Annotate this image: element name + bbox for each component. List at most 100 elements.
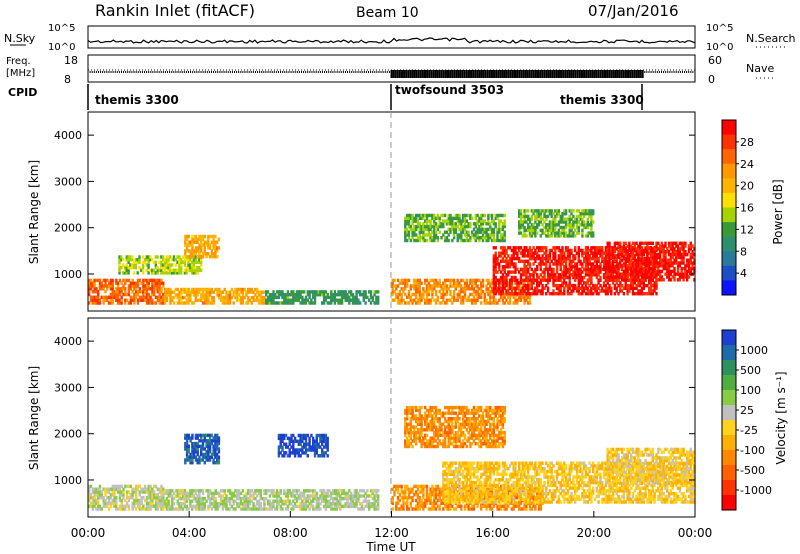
heatmap-cell <box>451 301 454 305</box>
heatmap-cell <box>485 301 488 305</box>
heatmap-cell <box>438 290 441 294</box>
heatmap-cell <box>147 501 150 505</box>
heatmap-cell <box>359 489 362 493</box>
heatmap-cell <box>247 298 250 302</box>
heatmap-cell <box>541 223 544 227</box>
heatmap-cell <box>561 270 564 274</box>
heatmap-cell <box>593 251 597 255</box>
heatmap-cell <box>422 287 425 291</box>
heatmap-cell <box>194 260 197 264</box>
heatmap-cell <box>154 295 158 299</box>
heatmap-cell <box>604 265 608 269</box>
heatmap-cell <box>362 489 365 493</box>
heatmap-cell <box>153 287 156 291</box>
heatmap-cell <box>136 271 139 275</box>
heatmap-cell <box>559 283 562 288</box>
heatmap-cell <box>615 241 618 245</box>
heatmap-cell <box>377 295 380 300</box>
heatmap-cell <box>456 236 459 240</box>
heatmap-cell <box>512 270 515 274</box>
heatmap-cell <box>279 504 282 509</box>
heatmap-cell <box>631 255 635 260</box>
heatmap-cell <box>548 228 552 232</box>
heatmap-cell <box>664 244 667 248</box>
heatmap-cell <box>330 290 333 294</box>
heatmap-cell <box>360 504 364 509</box>
heatmap-cell <box>440 224 443 229</box>
heatmap-cell <box>532 281 535 285</box>
heatmap-cell <box>313 293 317 297</box>
heatmap-cell <box>536 286 539 290</box>
heatmap-cell <box>416 222 420 226</box>
heatmap-cell <box>147 260 150 264</box>
heatmap-cell <box>162 490 165 494</box>
heatmap-cell <box>418 284 421 288</box>
heatmap-cell <box>648 251 651 255</box>
heatmap-cell <box>247 287 250 292</box>
heatmap-cell <box>485 298 488 302</box>
heatmap-cell <box>317 504 320 509</box>
heatmap-cell <box>158 498 161 503</box>
heatmap-cell <box>465 278 468 283</box>
heatmap-cell <box>469 222 472 226</box>
heatmap-cell <box>581 262 584 266</box>
heatmap-cell <box>184 252 187 256</box>
heatmap-cell <box>604 254 608 258</box>
heatmap-cell <box>628 264 631 268</box>
heatmap-cell <box>288 293 291 297</box>
heatmap-cell <box>646 272 649 276</box>
heatmap-cell <box>662 250 665 254</box>
heatmap-cell <box>212 252 215 256</box>
heatmap-cell <box>141 255 145 259</box>
heatmap-cell <box>241 287 244 292</box>
heatmap-cell <box>115 484 118 489</box>
heatmap-cell <box>310 494 313 498</box>
heatmap-cell <box>592 212 595 216</box>
heatmap-cell <box>221 295 225 300</box>
heatmap-cell <box>564 220 568 224</box>
heatmap-cell <box>187 496 190 501</box>
heatmap-cell <box>344 504 347 509</box>
heatmap-cell <box>232 507 235 511</box>
heatmap-cell <box>415 292 418 297</box>
nsky-label: N.Sky <box>4 32 36 45</box>
heatmap-cell <box>163 293 167 297</box>
heatmap-cell <box>651 247 654 251</box>
heatmap-cell <box>144 284 147 288</box>
heatmap-cell <box>339 293 342 297</box>
heatmap-cell <box>602 281 606 285</box>
heatmap-cell <box>180 263 183 267</box>
heatmap-cell <box>283 298 286 302</box>
heatmap-cell <box>633 286 636 290</box>
heatmap-cell <box>543 209 546 213</box>
heatmap-cell <box>555 234 559 238</box>
heatmap-cell <box>322 504 326 509</box>
heatmap-cell <box>420 295 423 299</box>
heatmap-cell <box>563 251 566 255</box>
heatmap-cell <box>501 292 505 296</box>
heatmap-cell <box>127 260 130 264</box>
heatmap-cell <box>653 264 656 268</box>
heatmap-cell <box>548 212 552 216</box>
heatmap-cell <box>447 227 450 232</box>
heatmap-cell <box>286 504 290 509</box>
heatmap-cell <box>427 219 430 223</box>
heatmap-cell <box>550 223 553 227</box>
heatmap-cell <box>200 258 203 262</box>
heatmap-cell <box>340 301 344 305</box>
heatmap-cell <box>485 238 488 243</box>
heatmap-cell <box>682 258 685 262</box>
heatmap-cell <box>499 219 503 223</box>
heatmap-cell <box>189 243 192 247</box>
heatmap-cell <box>637 247 640 251</box>
heatmap-cell <box>507 262 510 266</box>
heatmap-cell <box>653 286 656 290</box>
heatmap-cell <box>288 298 291 302</box>
heatmap-cell <box>418 292 421 297</box>
heatmap-cell <box>662 261 665 265</box>
heatmap-cell <box>651 266 654 271</box>
heatmap-cell <box>165 290 169 294</box>
heatmap-cell <box>646 244 649 248</box>
heatmap-cell <box>512 295 515 299</box>
heatmap-cell <box>290 494 293 498</box>
